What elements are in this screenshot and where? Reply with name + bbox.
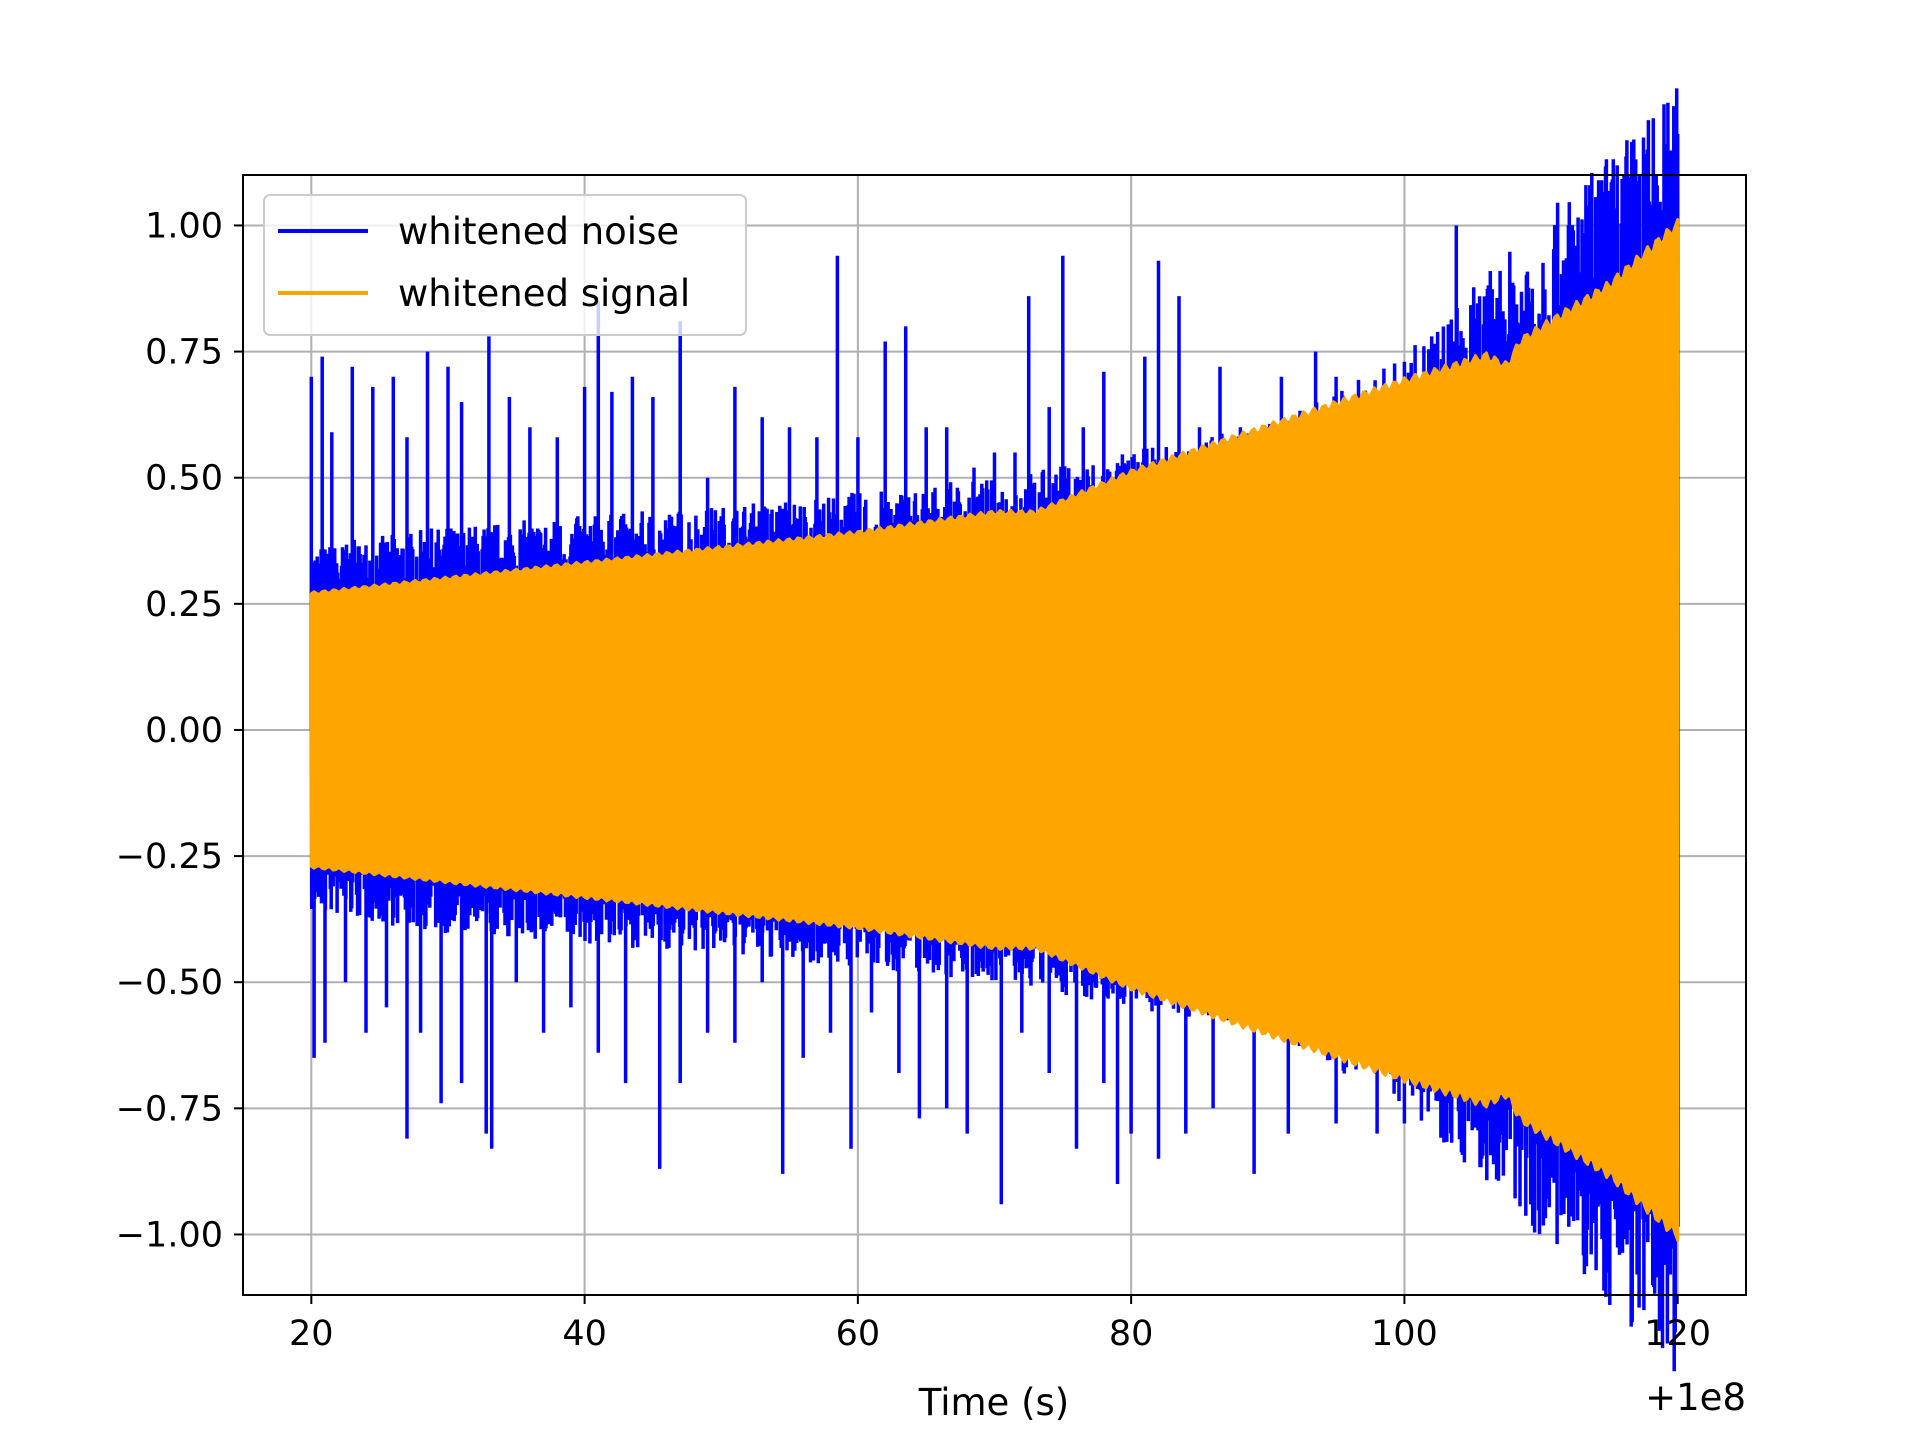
y-tick-label: −0.50 xyxy=(116,963,223,1003)
x-axis-label: Time (s) xyxy=(918,1381,1069,1424)
y-tick-label: −1.00 xyxy=(116,1215,223,1255)
y-tick-label: 0.75 xyxy=(145,333,223,373)
y-tick-label: −0.25 xyxy=(116,837,223,877)
series-whitened-signal xyxy=(309,218,1680,1242)
x-tick-label: 100 xyxy=(1371,1314,1438,1354)
x-tick-label: 60 xyxy=(836,1314,881,1354)
y-tick-label: 0.50 xyxy=(145,459,223,499)
legend-label-whitened-signal: whitened signal xyxy=(398,272,690,315)
y-tick-label: 0.00 xyxy=(145,711,223,751)
legend-box xyxy=(263,194,747,336)
x-tick-label: 120 xyxy=(1644,1314,1711,1354)
x-tick-label: 40 xyxy=(562,1314,607,1354)
axes-frame xyxy=(242,174,1747,1296)
y-tick-label: 0.25 xyxy=(145,585,223,625)
legend: whitened noise whitened signal xyxy=(263,194,747,336)
x-tick-label: 20 xyxy=(289,1314,334,1354)
axis-ticks: 20 40 60 80 100 120 1.00 0.75 0.50 0.25 0.00 −0.25 −… xyxy=(116,206,1711,1354)
legend-label-whitened-noise: whitened noise xyxy=(398,210,679,253)
x-tick-label: 80 xyxy=(1109,1314,1154,1354)
y-tick-label: 1.00 xyxy=(145,206,223,246)
x-axis-offset-label: +1e8 xyxy=(1645,1376,1746,1419)
plot-area xyxy=(309,88,1680,1372)
y-tick-label: −0.75 xyxy=(116,1089,223,1129)
